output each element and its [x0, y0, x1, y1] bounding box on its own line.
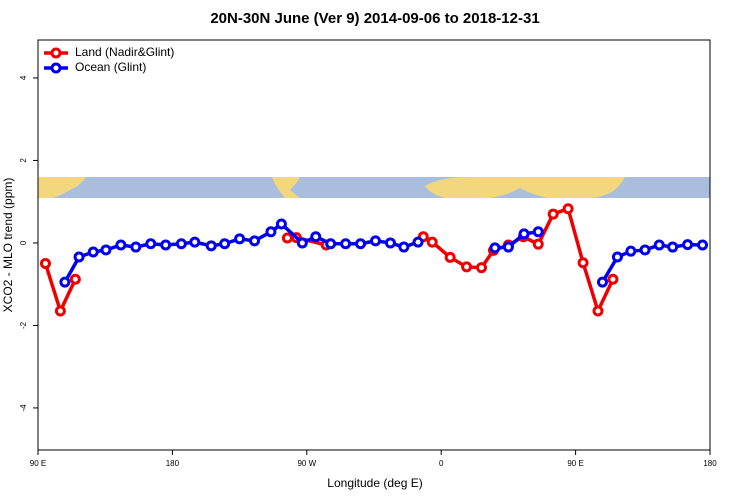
data-point: [160, 239, 172, 251]
x-axis-label: Longitude (deg E): [327, 476, 422, 490]
data-point: [697, 239, 709, 251]
data-point: [489, 242, 501, 254]
data-point: [412, 236, 424, 248]
chart-title: 20N-30N June (Ver 9) 2014-09-06 to 2018-…: [210, 10, 539, 27]
data-point: [59, 276, 71, 288]
y-tick-label: 2: [19, 158, 28, 163]
data-point: [502, 241, 514, 253]
data-point: [369, 235, 381, 247]
x-tick-label: 90 W: [297, 459, 316, 468]
data-point: [249, 235, 261, 247]
y-tick-label: 0: [19, 240, 28, 245]
data-point: [265, 226, 277, 238]
data-point: [355, 238, 367, 250]
data-point: [639, 244, 651, 256]
data-point: [175, 238, 187, 250]
data-point: [296, 237, 308, 249]
data-point: [398, 241, 410, 253]
data-point: [281, 232, 293, 244]
data-point: [682, 239, 694, 251]
data-point: [130, 241, 142, 253]
data-point: [611, 251, 623, 263]
map-land: [38, 177, 86, 198]
x-tick-label: 0: [439, 459, 444, 468]
data-point: [596, 276, 608, 288]
legend-label: Land (Nadir&Glint): [75, 45, 174, 59]
data-point: [234, 233, 246, 245]
data-point: [607, 273, 619, 285]
data-point: [476, 262, 488, 274]
legend-label: Ocean (Glint): [75, 60, 146, 74]
data-point: [547, 208, 559, 220]
data-point: [625, 245, 637, 257]
data-point: [444, 251, 456, 263]
x-tick-label: 180: [703, 459, 717, 468]
x-tick-label: 180: [166, 459, 180, 468]
data-point: [115, 239, 127, 251]
data-point: [461, 261, 473, 273]
legend-marker: [50, 47, 62, 59]
map-land: [272, 177, 300, 198]
data-point: [518, 228, 530, 240]
legend: Land (Nadir&Glint)Ocean (Glint): [44, 45, 174, 74]
x-tick-label: 90 E: [30, 459, 46, 468]
y-axis-label: XCO2 - MLO trend (ppm): [1, 178, 15, 313]
data-point: [562, 203, 574, 215]
data-point: [100, 244, 112, 256]
data-point: [219, 238, 231, 250]
data-point: [54, 305, 66, 317]
data-point: [653, 239, 665, 251]
data-point: [340, 238, 352, 250]
data-point: [69, 273, 81, 285]
data-point: [667, 241, 679, 253]
y-tick-label: -2: [19, 321, 28, 329]
x-tick-label: 90 E: [567, 459, 583, 468]
y-tick-label: 4: [19, 75, 28, 80]
plot-frame: [37, 39, 711, 451]
map-strip: [38, 177, 710, 198]
map-land: [425, 177, 625, 198]
data-point: [205, 240, 217, 252]
data-point: [145, 238, 157, 250]
data-point: [73, 251, 85, 263]
data-point: [189, 236, 201, 248]
data-point: [310, 231, 322, 243]
data-point: [592, 305, 604, 317]
data-point: [275, 218, 287, 230]
data-point: [87, 246, 99, 258]
data-point: [532, 238, 544, 250]
y-tick-label: -4: [19, 404, 28, 412]
data-point: [39, 258, 51, 270]
legend-marker: [50, 62, 62, 74]
data-point: [577, 257, 589, 269]
data-point: [384, 237, 396, 249]
data-point: [325, 238, 337, 250]
data-point: [426, 236, 438, 248]
data-point: [532, 226, 544, 238]
